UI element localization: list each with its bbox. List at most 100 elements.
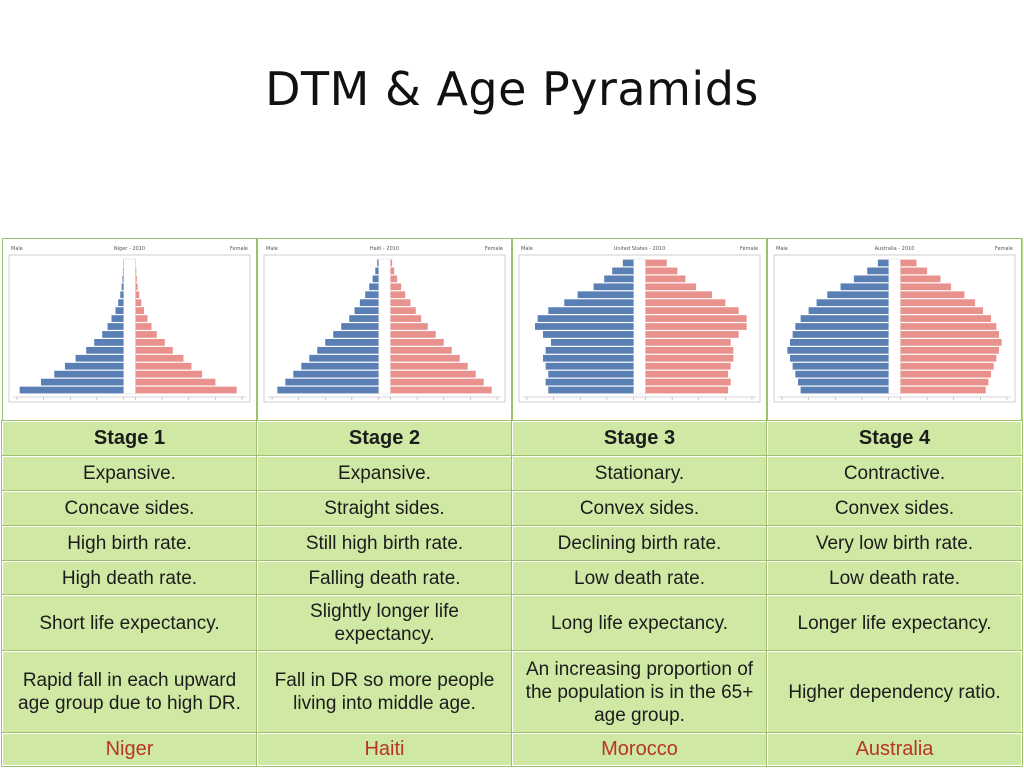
pyramid-bar-male xyxy=(534,323,634,330)
pyramid-bar-female xyxy=(900,291,965,299)
pyramid-bar-female xyxy=(390,370,476,378)
pyramid-bar-male xyxy=(115,307,124,314)
pyramid-bar-male xyxy=(377,259,379,267)
country-label: Haiti xyxy=(256,732,513,767)
pyramid-bar-male xyxy=(604,275,634,283)
pyramid-frame xyxy=(773,254,1016,403)
pyramid-frame xyxy=(518,254,761,403)
table-cell: Low death rate. xyxy=(766,560,1023,596)
pyramid-bar-male xyxy=(792,362,889,370)
pyramid-bar-female xyxy=(645,299,726,307)
country-label: Australia xyxy=(766,732,1023,767)
pyramid-bar-male xyxy=(285,378,379,386)
pyramid-female-label: Female xyxy=(740,246,758,252)
pyramid-bar-female xyxy=(135,267,137,275)
pyramid-bar-female xyxy=(135,275,137,283)
pyramid-title: Haiti - 2010 xyxy=(370,246,399,252)
pyramid-bar-male xyxy=(787,346,889,354)
pyramid-bar-male xyxy=(797,378,889,386)
pyramid-chart-cell: Niger - 2010 Male Female xyxy=(2,238,257,421)
pyramid-bar-male xyxy=(64,362,124,370)
stage-header: Stage 3 xyxy=(511,420,768,457)
pyramid-bar-female xyxy=(900,259,917,267)
pyramid-title: Niger - 2010 xyxy=(114,246,145,252)
pyramid-bar-female xyxy=(135,339,165,346)
pyramid-bar-male xyxy=(548,370,634,378)
pyramid-bar-female xyxy=(390,283,402,291)
table-cell: High death rate. xyxy=(1,560,258,596)
pyramid-female-label: Female xyxy=(995,246,1013,252)
pyramid-bar-male xyxy=(593,283,634,291)
pyramid-bar-female xyxy=(900,331,1000,338)
pyramid-bar-female xyxy=(900,283,952,291)
pyramid-bar-female xyxy=(900,315,992,322)
pyramid-bar-male xyxy=(612,267,634,275)
table-cell: Expansive. xyxy=(1,455,258,492)
pyramid-bar-male xyxy=(301,362,379,370)
pyramid-bar-male xyxy=(118,299,124,307)
pyramid-male-label: Male xyxy=(266,246,278,252)
pyramid-bar-male xyxy=(365,291,379,299)
pyramid-bar-male xyxy=(545,378,634,386)
pyramid-bar-male xyxy=(548,307,634,314)
pyramid-chart-cell: United States - 2010 Male Female xyxy=(512,238,767,421)
pyramid-bar-female xyxy=(645,291,713,299)
pyramid-chart-cell: Australia - 2010 Male Female xyxy=(767,238,1022,421)
table-cell: Expansive. xyxy=(256,455,513,492)
pyramid-bar-male xyxy=(293,370,379,378)
table-cell: Contractive. xyxy=(766,455,1023,492)
pyramid-bar-female xyxy=(900,323,997,330)
pyramid-bar-female xyxy=(645,283,697,291)
pyramid-bar-female xyxy=(900,378,989,386)
table-cell: Falling death rate. xyxy=(256,560,513,596)
pyramid-bar-female xyxy=(645,331,739,338)
pyramid-bar-male xyxy=(359,299,379,307)
table-cell: Very low birth rate. xyxy=(766,525,1023,562)
pyramid-bar-male xyxy=(816,299,889,307)
pyramid-bar-male xyxy=(564,299,634,307)
pyramid-bar-male xyxy=(122,275,124,283)
pyramid-bar-female xyxy=(645,354,734,362)
pyramid-bar-female xyxy=(390,259,393,267)
pyramid-age-axis xyxy=(633,258,646,395)
pyramid-bar-female xyxy=(135,378,216,386)
pyramid-bar-male xyxy=(795,370,889,378)
table-cell: Slightly longer life expectancy. xyxy=(256,594,513,652)
pyramid-bar-male xyxy=(19,386,124,394)
population-pyramid: Haiti - 2010 Male Female xyxy=(263,246,506,403)
pyramid-bar-female xyxy=(135,283,138,291)
pyramid-bar-male xyxy=(341,323,379,330)
pyramid-bar-male xyxy=(545,362,634,370)
pyramid-bar-female xyxy=(900,299,976,307)
table-cell: Straight sides. xyxy=(256,490,513,527)
pyramid-bar-male xyxy=(333,331,379,338)
pyramid-bar-male xyxy=(317,346,379,354)
pyramid-bar-male xyxy=(577,291,634,299)
pyramid-bar-female xyxy=(900,339,1002,346)
pyramid-bar-female xyxy=(135,362,192,370)
pyramid-bar-female xyxy=(135,331,157,338)
pyramid-bar-male xyxy=(789,354,889,362)
pyramid-bar-female xyxy=(900,307,984,314)
pyramid-bar-female xyxy=(900,346,1000,354)
pyramid-bar-female xyxy=(390,354,460,362)
pyramid-bar-female xyxy=(390,291,406,299)
pyramid-male-label: Male xyxy=(776,246,788,252)
pyramid-bar-female xyxy=(135,323,152,330)
pyramid-bar-male xyxy=(537,315,634,322)
pyramid-bar-female xyxy=(135,315,148,322)
pyramid-bar-male xyxy=(808,307,889,314)
table-cell: Convex sides. xyxy=(511,490,768,527)
population-pyramid: Australia - 2010 Male Female xyxy=(773,246,1016,403)
pyramid-bar-male xyxy=(867,267,889,275)
pyramid-bar-female xyxy=(900,370,992,378)
pyramid-bar-female xyxy=(390,362,468,370)
pyramid-bar-male xyxy=(622,259,634,267)
pyramid-bar-female xyxy=(645,267,678,275)
pyramid-bar-female xyxy=(645,275,686,283)
pyramid-bar-female xyxy=(390,307,416,314)
population-pyramid: United States - 2010 Male Female xyxy=(518,246,761,403)
table-cell: Low death rate. xyxy=(511,560,768,596)
pyramid-bar-female xyxy=(645,339,731,346)
pyramid-bar-male xyxy=(877,259,889,267)
